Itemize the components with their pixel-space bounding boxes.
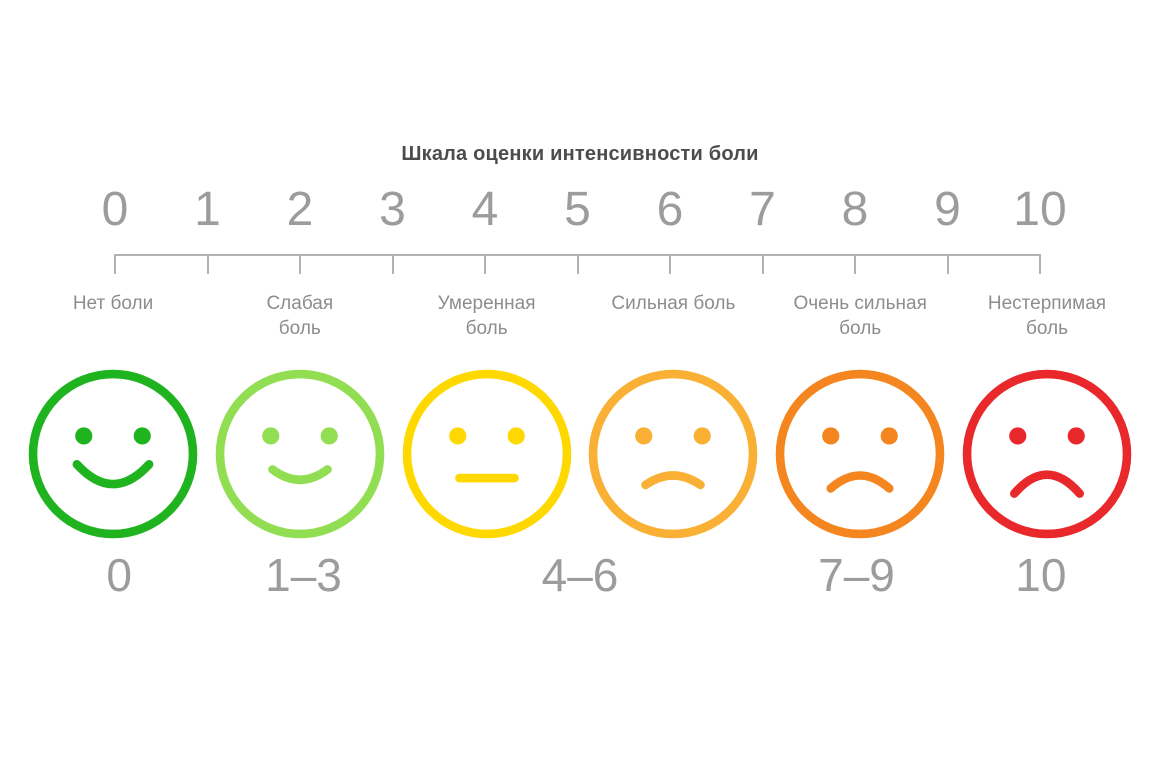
range-value: 1–3 xyxy=(265,549,342,601)
scale-number: 9 xyxy=(934,183,961,236)
scale-number: 5 xyxy=(564,183,591,236)
face-big-smile-icon xyxy=(28,369,198,539)
face-slight-frown-icon xyxy=(589,369,758,539)
ranges-row: 0 1–3 4–6 7–9 10 xyxy=(27,552,1133,598)
range-value: 0 xyxy=(106,549,132,601)
pain-level-2: Умеренная боль xyxy=(401,292,573,540)
scale-number: 8 xyxy=(841,183,869,236)
ruler-tick xyxy=(946,254,949,274)
pain-level-label: Очень сильная боль xyxy=(793,293,927,339)
pain-level-label: Умеренная боль xyxy=(437,293,536,339)
pain-level-0: Нет боли xyxy=(27,292,199,540)
ruler-ticks xyxy=(114,254,1041,275)
scale-numbers: 0 1 2 3 4 5 6 7 8 9 10 xyxy=(87,186,1068,234)
scale-ruler xyxy=(114,254,1041,275)
scale-number: 7 xyxy=(749,183,776,236)
scale-number: 0 xyxy=(101,183,129,236)
range-value: 4–6 xyxy=(541,549,619,601)
scale-number: 10 xyxy=(1013,183,1067,236)
page-title: Шкала оценки интенсивности боли xyxy=(401,143,759,165)
ruler-tick xyxy=(114,254,116,274)
faces-row: Нет боли Слабая боль Умеренная боль Сильная… xyxy=(27,292,1133,540)
ruler-tick xyxy=(391,254,394,274)
ruler-tick xyxy=(576,254,579,274)
ruler-tick xyxy=(484,254,486,274)
scale-number: 6 xyxy=(656,183,684,236)
scale-number: 2 xyxy=(286,183,314,236)
ruler-tick xyxy=(299,254,301,274)
pain-level-label: Слабая боль xyxy=(266,293,334,339)
range-value: 7–9 xyxy=(818,549,895,601)
ruler-tick xyxy=(206,254,209,274)
ruler-tick xyxy=(1039,254,1041,274)
scale-number: 3 xyxy=(379,183,406,236)
pain-level-label: Нестерпимая боль xyxy=(987,293,1107,339)
face-slight-smile-icon xyxy=(215,369,385,539)
ruler-tick xyxy=(669,254,671,274)
face-neutral-icon xyxy=(402,369,571,539)
range-value: 10 xyxy=(1015,549,1067,601)
face-frown-icon xyxy=(775,369,945,539)
face-big-frown-icon xyxy=(962,369,1132,539)
pain-level-4: Очень сильная боль xyxy=(774,292,946,540)
pain-level-label: Нет боли xyxy=(72,293,154,314)
scale-number: 1 xyxy=(194,183,221,236)
ruler-tick xyxy=(854,254,856,274)
pain-level-label: Сильная боль xyxy=(611,293,736,314)
pain-level-3: Сильная боль xyxy=(587,292,759,540)
scale-number: 4 xyxy=(471,183,499,236)
ruler-tick xyxy=(761,254,764,274)
pain-level-1: Слабая боль xyxy=(214,292,386,540)
pain-level-5: Нестерпимая боль xyxy=(961,292,1133,540)
